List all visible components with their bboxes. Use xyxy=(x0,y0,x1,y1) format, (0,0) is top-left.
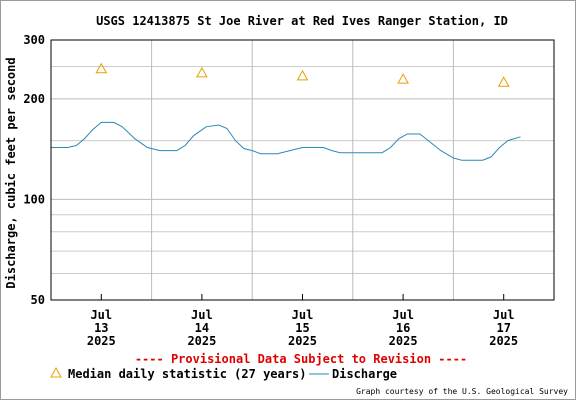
x-tick-label: Jul xyxy=(392,308,414,322)
y-axis-label: Discharge, cubic feet per second xyxy=(4,57,18,288)
median-triangle-marker xyxy=(95,62,108,74)
x-tick-label: 2025 xyxy=(489,334,518,348)
x-tick-label: 13 xyxy=(94,321,108,335)
x-tick-label: Jul xyxy=(493,308,515,322)
x-tick-label: 15 xyxy=(295,321,309,335)
x-tick-label: 17 xyxy=(496,321,510,335)
y-tick-labels: 50 100 200 300 xyxy=(23,33,45,307)
median-triangle-legend-icon xyxy=(50,366,62,378)
x-tick-label: 14 xyxy=(195,321,209,335)
x-tick-labels: Jul132025Jul142025Jul152025Jul162025Jul1… xyxy=(87,294,518,348)
x-tick-label: Jul xyxy=(292,308,314,322)
median-triangle-marker xyxy=(497,76,510,87)
y-tick-label: 100 xyxy=(23,192,45,206)
chart-title: USGS 12413875 St Joe River at Red Ives R… xyxy=(96,14,508,28)
legend-discharge-label: Discharge xyxy=(332,367,397,381)
y-tick-label: 300 xyxy=(23,33,45,47)
provisional-note: ---- Provisional Data Subject to Revisio… xyxy=(135,352,467,366)
legend: Median daily statistic (27 years) Discha… xyxy=(50,366,397,381)
usgs-credit: Graph courtesy of the U.S. Geological Su… xyxy=(356,387,568,396)
median-triangle-marker xyxy=(397,73,409,84)
x-tick-label: 2025 xyxy=(389,334,418,348)
series-layer xyxy=(51,62,521,161)
y-tick-label: 50 xyxy=(31,293,45,307)
grid-lines xyxy=(51,39,554,301)
plot-frame xyxy=(50,39,555,301)
x-tick-label: 2025 xyxy=(87,334,116,348)
median-triangle-marker xyxy=(196,66,208,78)
x-tick-label: 2025 xyxy=(288,334,317,348)
x-tick-label: Jul xyxy=(90,308,112,322)
y-tick-label: 200 xyxy=(23,92,45,106)
x-tick-label: Jul xyxy=(191,308,213,322)
x-tick-label: 2025 xyxy=(187,334,216,348)
legend-median-label: Median daily statistic (27 years) xyxy=(68,367,306,381)
x-tick-label: 16 xyxy=(396,321,410,335)
discharge-line xyxy=(51,121,521,161)
median-triangle-marker xyxy=(296,69,309,81)
